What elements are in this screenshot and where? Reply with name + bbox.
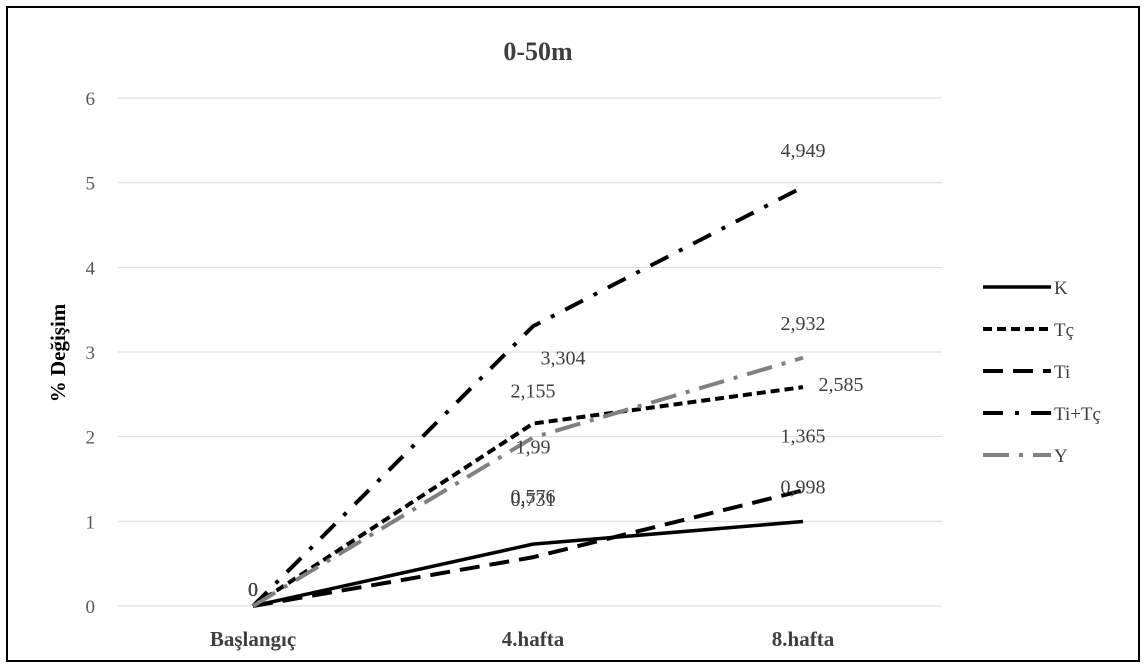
legend: K Tç Ti Ti+Tç Y [983,278,1101,467]
data-label: 1,365 [781,425,826,447]
grid-lines [118,97,942,607]
data-label: 0,998 [781,477,826,499]
line-chart: 0-50m 0 1 2 3 4 5 6 Başlangıç 4.hafta 8.hafta % … [46,37,1101,651]
y-tick-label: 0 [86,597,96,618]
y-tick-label: 2 [86,428,96,449]
legend-label: Ti [1054,362,1070,383]
data-label: 4,949 [781,140,826,162]
x-tick-label: 4.hafta [502,627,565,651]
x-tick-label: 8.hafta [772,627,835,651]
data-label: 1,99 [516,437,551,459]
series-line-ti-t- [251,185,804,608]
y-tick-label: 5 [86,174,96,195]
legend-label: Ti+Tç [1054,404,1101,425]
series-line-y [251,355,804,608]
data-label: 0,576 [511,486,556,508]
legend-label: K [1054,278,1068,299]
y-tick-label: 4 [86,258,96,279]
data-label: 0 [248,579,258,601]
legend-label: Tç [1054,320,1074,341]
y-tick-label: 3 [86,343,96,364]
y-tick-label: 6 [86,89,96,110]
series-lines [251,185,804,608]
legend-label: Y [1054,446,1068,467]
y-axis-label: % Değişim [46,303,70,402]
series-line-k [252,519,804,608]
x-axis-ticks: Başlangıç 4.hafta 8.hafta [210,627,835,651]
chart-frame: 0-50m 0 1 2 3 4 5 6 Başlangıç 4.hafta 8.hafta % … [6,6,1140,662]
data-label: 0 [248,579,258,601]
data-label: 2,155 [511,381,556,403]
series-line-ti [252,488,804,608]
y-axis-ticks: 0 1 2 3 4 5 6 [86,89,96,618]
y-tick-label: 1 [86,512,96,533]
data-label: 3,304 [541,347,586,369]
data-label: 0 [248,579,258,601]
chart-title: 0-50m [503,37,573,66]
data-label: 0,731 [511,489,556,511]
data-label: 2,932 [781,313,826,335]
x-tick-label: Başlangıç [210,627,296,651]
data-label: 2,585 [819,374,864,396]
data-label: 0 [248,579,258,601]
data-label: 0 [248,579,258,601]
